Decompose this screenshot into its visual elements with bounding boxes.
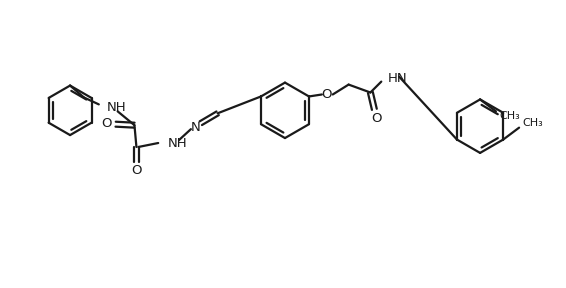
Text: CH₃: CH₃ [522,118,543,128]
Text: O: O [371,112,381,125]
Text: HN: HN [388,72,408,85]
Text: O: O [131,164,142,177]
Text: O: O [101,117,112,130]
Text: N: N [191,121,201,134]
Text: CH₃: CH₃ [499,111,520,121]
Text: NH: NH [107,101,126,114]
Text: NH: NH [168,137,188,149]
Text: O: O [321,88,332,101]
